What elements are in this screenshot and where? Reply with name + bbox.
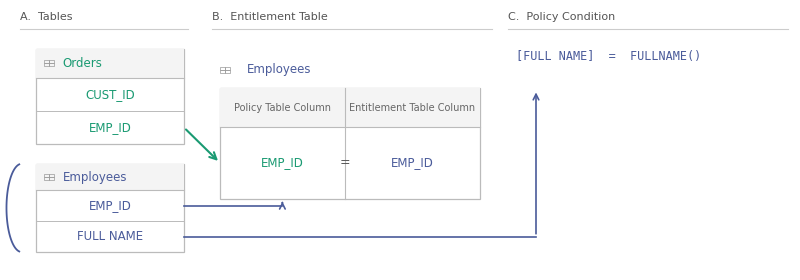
Bar <box>226 67 230 70</box>
Text: Employees: Employees <box>246 64 311 76</box>
Text: EMP_ID: EMP_ID <box>89 199 131 212</box>
Bar <box>50 177 54 180</box>
Bar <box>44 63 50 66</box>
Bar <box>36 49 184 78</box>
Text: EMP_ID: EMP_ID <box>261 156 304 169</box>
Bar <box>44 60 50 63</box>
Bar <box>220 70 226 73</box>
Text: Policy Table Column: Policy Table Column <box>234 102 331 113</box>
Bar <box>220 88 480 127</box>
Bar <box>44 174 50 177</box>
Text: C.  Policy Condition: C. Policy Condition <box>508 12 615 22</box>
Bar <box>36 164 184 190</box>
Text: Orders: Orders <box>62 57 102 70</box>
Bar <box>50 60 54 63</box>
Bar <box>44 177 50 180</box>
Bar <box>220 88 480 199</box>
Bar <box>36 49 184 144</box>
Text: Entitlement Table Column: Entitlement Table Column <box>350 102 475 113</box>
Text: A.  Tables: A. Tables <box>20 12 73 22</box>
Bar <box>220 67 226 70</box>
Bar <box>50 174 54 177</box>
Bar <box>226 70 230 73</box>
Text: [FULL NAME]  =  FULLNAME(): [FULL NAME] = FULLNAME() <box>516 50 702 62</box>
Text: =: = <box>339 156 350 169</box>
Bar <box>36 164 184 252</box>
Text: EMP_ID: EMP_ID <box>89 121 131 134</box>
Text: Employees: Employees <box>62 171 127 183</box>
Bar <box>50 63 54 66</box>
Text: B.  Entitlement Table: B. Entitlement Table <box>212 12 328 22</box>
Text: EMP_ID: EMP_ID <box>391 156 434 169</box>
Text: CUST_ID: CUST_ID <box>85 88 135 101</box>
Text: FULL NAME: FULL NAME <box>77 230 143 243</box>
